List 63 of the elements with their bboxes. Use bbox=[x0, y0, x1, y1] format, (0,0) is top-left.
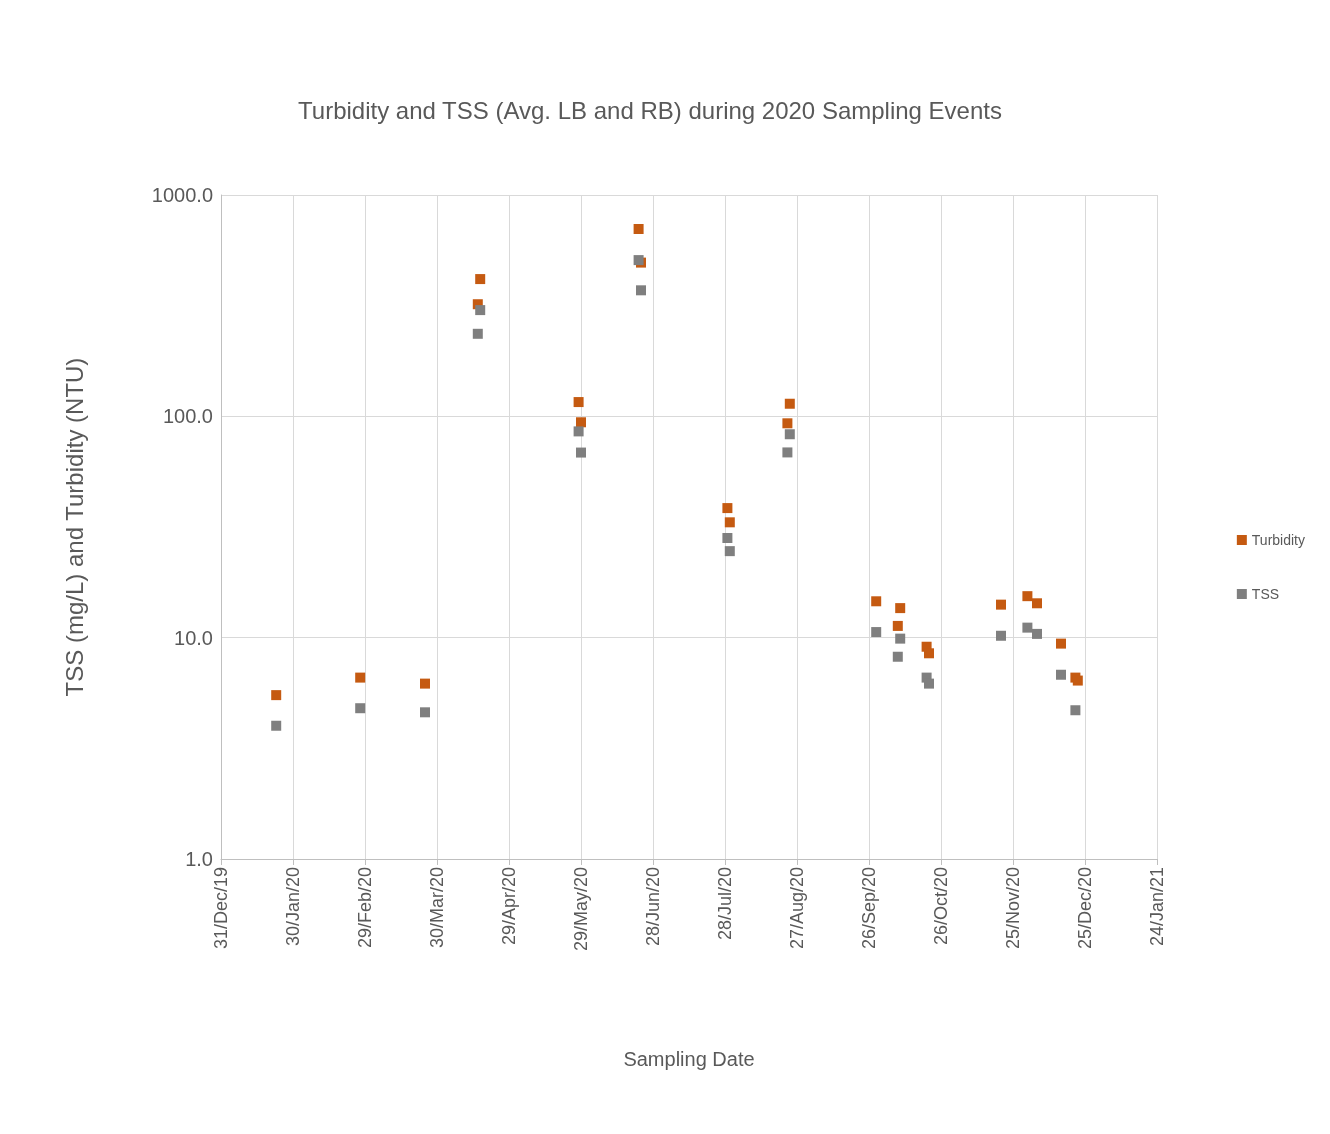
point bbox=[475, 274, 486, 285]
point bbox=[573, 426, 584, 437]
point bbox=[924, 678, 934, 689]
point bbox=[892, 620, 903, 631]
point bbox=[1056, 669, 1066, 680]
y-tick-label: 100.0 bbox=[162, 405, 213, 428]
point bbox=[895, 633, 906, 644]
point bbox=[724, 517, 735, 528]
x-tick-label: 30/Mar/20 bbox=[427, 867, 447, 949]
point bbox=[871, 627, 882, 638]
point bbox=[722, 503, 733, 514]
point bbox=[355, 672, 366, 683]
point bbox=[722, 533, 733, 544]
y-tick-label: 1.0 bbox=[185, 848, 213, 870]
point bbox=[271, 690, 282, 701]
x-tick-label: 28/Jul/20 bbox=[715, 867, 735, 941]
x-tick-label: 30/Jan/20 bbox=[283, 867, 303, 947]
legend-label: Turbidity bbox=[1251, 532, 1306, 548]
point bbox=[576, 447, 586, 458]
y-tick-label: 1000.0 bbox=[151, 184, 213, 206]
x-tick-label: 28/Jun/20 bbox=[643, 867, 663, 947]
point bbox=[475, 305, 486, 316]
point bbox=[636, 285, 646, 296]
point bbox=[895, 603, 906, 614]
point bbox=[782, 418, 793, 429]
point bbox=[996, 630, 1006, 641]
point bbox=[871, 596, 882, 607]
point bbox=[924, 648, 934, 659]
x-tick-label: 27/Aug/20 bbox=[787, 867, 807, 950]
chart-title: Turbidity and TSS (Avg. LB and RB) during 2020 Sampling Events bbox=[298, 96, 1002, 124]
point bbox=[1032, 628, 1042, 639]
x-tick-label: 29/Feb/20 bbox=[355, 867, 375, 949]
x-tick-label: 29/Apr/20 bbox=[499, 867, 519, 946]
x-tick-label: 26/Sep/20 bbox=[859, 867, 879, 950]
point bbox=[1022, 622, 1033, 633]
point bbox=[633, 224, 644, 235]
x-tick-label: 24/Jan/21 bbox=[1147, 867, 1167, 947]
x-tick-label: 25/Nov/20 bbox=[1003, 867, 1023, 950]
point bbox=[472, 328, 483, 339]
point bbox=[1022, 591, 1033, 602]
point bbox=[782, 447, 793, 458]
point bbox=[996, 599, 1006, 610]
point bbox=[576, 417, 586, 428]
x-tick-label: 31/Dec/19 bbox=[211, 867, 231, 950]
point bbox=[1056, 638, 1066, 649]
point bbox=[1032, 598, 1042, 609]
point bbox=[784, 398, 795, 409]
point bbox=[892, 651, 903, 662]
point bbox=[420, 678, 430, 689]
x-tick-label: 26/Oct/20 bbox=[931, 867, 951, 946]
x-tick-label: 25/Dec/20 bbox=[1075, 867, 1095, 950]
point bbox=[724, 546, 735, 557]
point bbox=[1070, 705, 1081, 716]
y-tick-label: 10.0 bbox=[174, 626, 213, 649]
point bbox=[271, 720, 282, 731]
point bbox=[355, 703, 366, 714]
x-axis-title: Sampling Date bbox=[623, 1048, 755, 1070]
x-tick-label: 29/May/20 bbox=[571, 867, 591, 952]
y-axis-title: TSS (mg/L) and Turbidity (NTU) bbox=[60, 357, 88, 697]
point bbox=[420, 707, 430, 718]
point bbox=[784, 429, 795, 440]
legend-label: TSS bbox=[1251, 586, 1280, 602]
point bbox=[573, 397, 584, 408]
